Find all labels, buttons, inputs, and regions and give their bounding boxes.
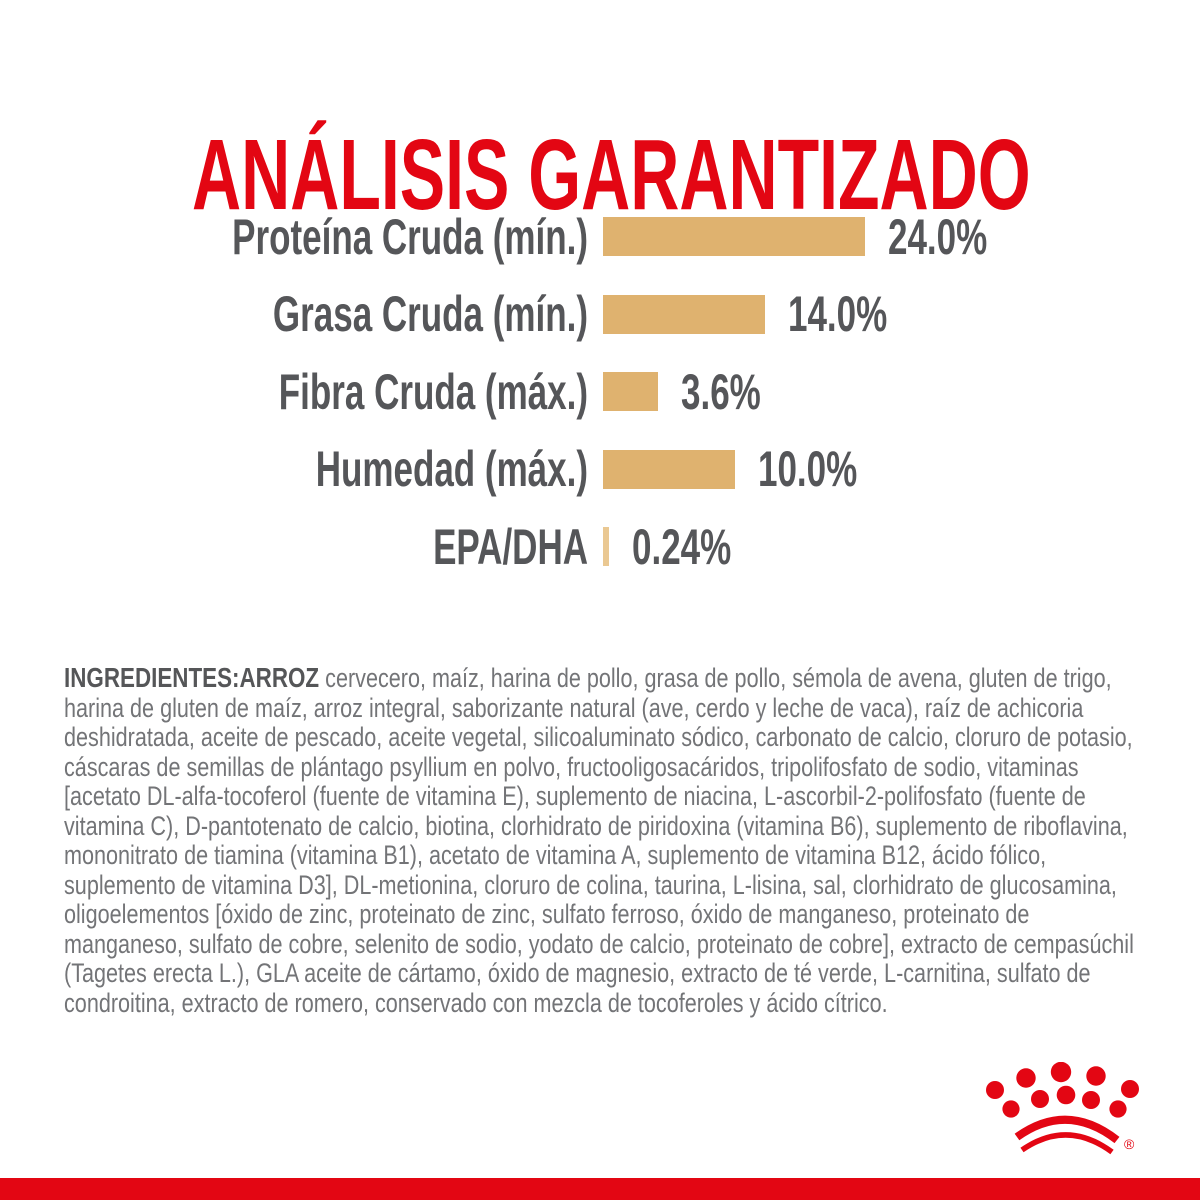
analysis-bar xyxy=(603,449,735,489)
analysis-row-label: Fibra Cruda (máx.) xyxy=(278,363,588,420)
ingredients-body: cervecero, maíz, harina de pollo, grasa … xyxy=(64,663,1134,1018)
analysis-row-value: 24.0% xyxy=(888,208,988,265)
crown-arc-upper xyxy=(1014,1115,1120,1144)
analysis-row-label: Grasa Cruda (mín.) xyxy=(272,286,588,342)
analysis-bar xyxy=(603,527,609,566)
bottom-red-bar xyxy=(0,1178,1200,1200)
ingredients-label: INGREDIENTES:ARROZ xyxy=(64,662,320,693)
analysis-row: EPA/DHA 0.24% xyxy=(0,519,1200,575)
analysis-chart: Proteína Cruda (mín.) 24.0% Grasa Cruda (m… xyxy=(0,209,1200,605)
analysis-bar xyxy=(603,217,865,256)
royal-canin-crown-logo: ® xyxy=(986,1062,1139,1155)
analysis-row: Fibra Cruda (máx.) 3.6% xyxy=(0,364,1200,420)
analysis-row-value: 14.0% xyxy=(788,286,888,342)
page-title: ANÁLISIS GARANTIZADO xyxy=(192,119,1031,231)
analysis-row: Humedad (máx.) 10.0% xyxy=(0,441,1200,497)
analysis-row-label: Humedad (máx.) xyxy=(315,441,588,497)
registered-mark: ® xyxy=(1124,1136,1135,1152)
analysis-row-label: EPA/DHA xyxy=(433,518,588,575)
crown-dots xyxy=(986,1062,1139,1118)
ingredients-text: INGREDIENTES:ARROZ cervecero, maíz, hari… xyxy=(64,663,1136,1018)
analysis-row: Proteína Cruda (mín.) 24.0% xyxy=(0,209,1200,265)
analysis-row-value: 0.24% xyxy=(632,518,732,575)
analysis-row-value: 10.0% xyxy=(758,441,858,497)
crown-arc-lower xyxy=(1020,1132,1114,1155)
analysis-bar xyxy=(603,294,765,334)
analysis-row: Grasa Cruda (mín.) 14.0% xyxy=(0,286,1200,342)
analysis-row-value: 3.6% xyxy=(681,363,761,420)
analysis-row-label: Proteína Cruda (mín.) xyxy=(232,208,588,265)
analysis-bar xyxy=(603,372,658,411)
